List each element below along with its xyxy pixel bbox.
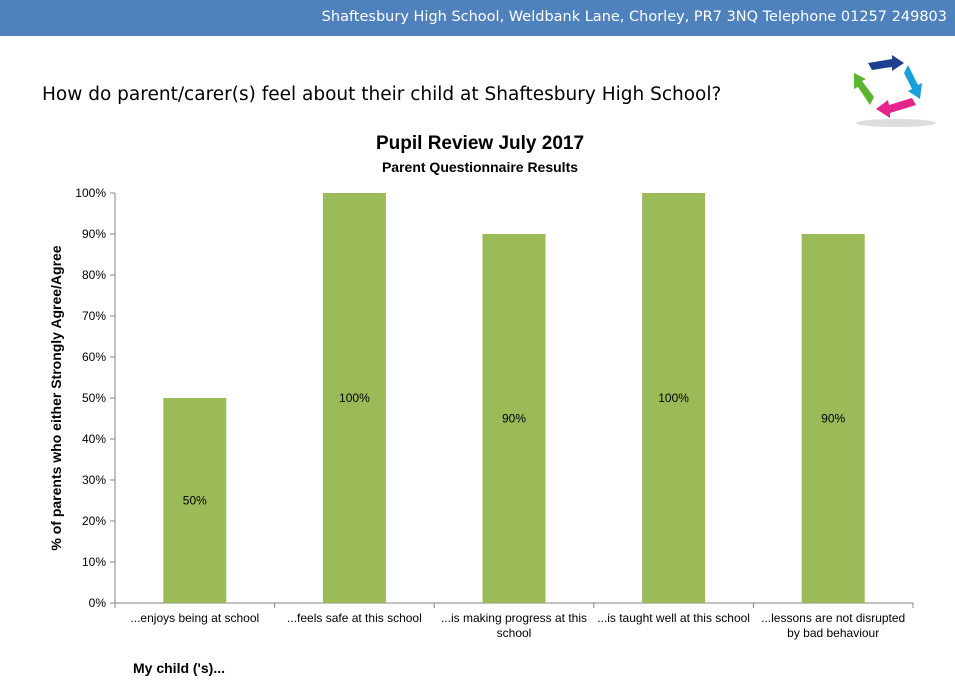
page-question: How do parent/carer(s) feel about their …: [42, 84, 722, 105]
x-category-label: ...is taught well at this school: [597, 611, 750, 625]
y-tick-label: 70%: [82, 309, 106, 323]
school-logo-arrows-icon: [846, 55, 938, 134]
x-category-label: ...feels safe at this school: [287, 611, 422, 625]
y-tick-label: 80%: [82, 268, 106, 282]
y-tick-label: 40%: [82, 432, 106, 446]
y-tick-label: 90%: [82, 227, 106, 241]
x-axis-label: My child ('s)...: [133, 660, 226, 676]
bar-data-label: 90%: [821, 412, 845, 426]
chart-subtitle: Parent Questionnaire Results: [381, 159, 579, 175]
y-tick-label: 60%: [82, 350, 106, 364]
bar: [642, 193, 706, 603]
y-tick-label: 100%: [75, 186, 106, 200]
bar: [163, 398, 227, 603]
y-tick-label: 30%: [82, 473, 106, 487]
header-bar: Shaftesbury High School, Weldbank Lane, …: [0, 0, 955, 36]
header-contact-text: Shaftesbury High School, Weldbank Lane, …: [321, 9, 947, 25]
x-category-label: ...is making progress at this school: [440, 611, 588, 640]
chart-title: Pupil Review July 2017: [375, 133, 585, 154]
bar-data-label: 50%: [183, 494, 207, 508]
bar-data-label: 90%: [502, 412, 526, 426]
y-tick-label: 50%: [82, 391, 106, 405]
bar-data-label: 100%: [339, 391, 370, 405]
y-tick-label: 0%: [89, 596, 107, 610]
y-tick-label: 10%: [82, 555, 106, 569]
bar-data-label: 100%: [658, 391, 689, 405]
bar: [801, 234, 865, 603]
bar: [322, 193, 386, 603]
y-tick-label: 20%: [82, 514, 106, 528]
x-category-label: ...lessons are not disrupted by bad beha…: [761, 611, 906, 640]
bar: [482, 234, 546, 603]
x-category-label: ...enjoys being at school: [130, 611, 260, 625]
